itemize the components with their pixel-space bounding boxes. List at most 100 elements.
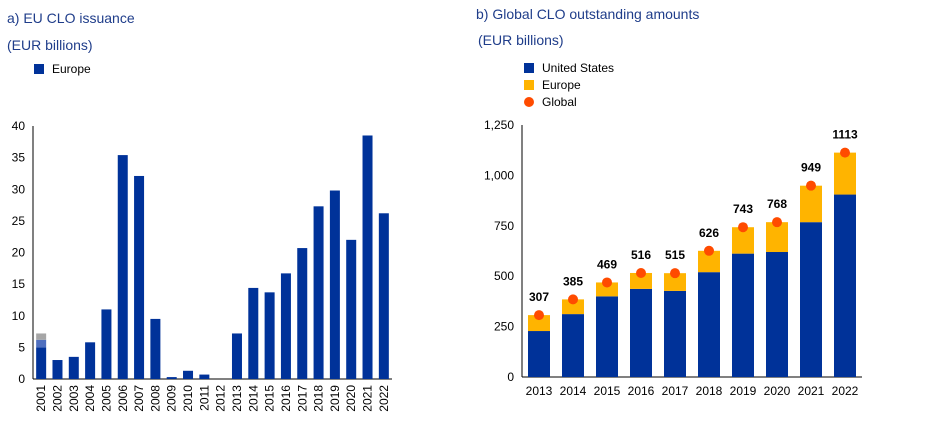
panel-a-bar-2017 (297, 248, 308, 379)
panel-b-data-label-2014: 385 (563, 274, 583, 288)
panel-a-bar-2001 (36, 347, 47, 379)
panel-b-data-label-2022: 1113 (832, 128, 858, 142)
panel-a-bar-2009 (166, 377, 177, 379)
panel-b-y-tick-label: 250 (494, 320, 514, 334)
panel-b-y-tick-label: 500 (494, 269, 514, 283)
legend-item-united-states: United States (524, 60, 614, 76)
panel-b-bar-europe-2019 (732, 227, 754, 254)
legend-swatch-europe (34, 64, 44, 74)
panel-b-y-tick-label: 1,250 (484, 118, 514, 132)
panel-b-legend: United States Europe Global (524, 60, 614, 111)
panel-b-data-label-2013: 307 (529, 290, 549, 304)
panel-a-bar-2020 (346, 239, 357, 379)
legend-label-europe: Europe (52, 62, 91, 76)
panel-b-bar-us-2018 (698, 272, 720, 377)
panel-b-subtitle: (EUR billions) (478, 32, 564, 48)
panel-a-x-tick-label: 2020 (344, 385, 358, 412)
panel-b-data-label-2021: 949 (801, 161, 821, 175)
panel-b-data-label-2019: 743 (733, 202, 753, 216)
panel-b-y-tick-label: 1,000 (484, 168, 514, 182)
panel-b-x-tick-label: 2020 (764, 384, 791, 398)
panel-b-global-point-2020 (772, 217, 782, 228)
panel-a-x-tick-label: 2012 (214, 385, 228, 412)
panel-a-bar-2001-extra-lightblue (36, 339, 47, 348)
legend-label-united-states: United States (542, 61, 615, 75)
panel-a-y-tick-label: 25 (12, 214, 26, 228)
panel-a-y-tick-label: 35 (12, 151, 26, 165)
panel-a-y-tick-label: 10 (12, 309, 26, 323)
panel-b-data-label-2016: 516 (631, 248, 651, 262)
panel-a-bar-2016 (280, 273, 291, 379)
panel-a-bar-2008 (150, 318, 161, 379)
panel-b-bar-europe-2018 (698, 250, 720, 273)
panel-a-bar-2022 (378, 213, 389, 379)
panel-a-bar-2019 (329, 190, 340, 379)
panel-a-x-tick-label: 2015 (263, 385, 277, 412)
panel-a-x-tick-label: 2009 (165, 385, 179, 412)
panel-a-bar-2004 (85, 342, 96, 379)
panel-b-global-point-2022 (840, 147, 850, 158)
panel-a-x-tick-label: 2005 (99, 385, 113, 412)
panel-a-bar-2018 (313, 206, 324, 379)
panel-b-x-tick-label: 2016 (628, 384, 655, 398)
panel-a-y-tick-label: 20 (12, 246, 26, 260)
legend-item-europe: Europe (34, 61, 91, 77)
panel-b-bar-europe-2017 (664, 273, 686, 291)
panel-b-bar-us-2015 (596, 296, 618, 377)
panel-b-bar-europe-2014 (562, 299, 584, 315)
panel-b-x-tick-label: 2021 (798, 384, 825, 398)
panel-b-bar-us-2013 (528, 331, 550, 377)
panel-b-global-point-2018 (704, 245, 714, 256)
panel-a-x-tick-label: 2007 (132, 385, 146, 412)
panel-a-bar-2011 (199, 374, 210, 379)
legend-swatch-europe-b (524, 80, 534, 90)
panel-a-title: a) EU CLO issuance (7, 10, 135, 26)
panel-b-data-label-2020: 768 (767, 197, 787, 211)
panel-b-bar-europe-2021 (800, 185, 822, 223)
panel-b-bar-us-2020 (766, 252, 788, 377)
panel-b-data-label-2015: 469 (597, 257, 617, 271)
panel-b-global-point-2013 (534, 310, 544, 321)
panel-a-x-tick-label: 2018 (312, 385, 326, 412)
panel-b-x-tick-label: 2018 (696, 384, 723, 398)
panel-b-bar-us-2016 (630, 288, 652, 377)
panel-a-bar-2021 (362, 135, 373, 379)
panel-b-x-tick-label: 2013 (526, 384, 553, 398)
panel-a-x-tick-label: 2014 (246, 385, 260, 412)
panel-b-x-tick-label: 2014 (560, 384, 587, 398)
panel-a-x-tick-label: 2008 (148, 385, 162, 412)
panel-a-bar-2003 (68, 356, 79, 379)
panel-b-x-tick-label: 2019 (730, 384, 757, 398)
legend-swatch-united-states (524, 63, 534, 73)
panel-a-x-tick-label: 2006 (116, 385, 130, 412)
panel-a-y-tick-label: 30 (12, 182, 26, 196)
legend-item-global: Global (524, 94, 614, 110)
panel-a-bar-2014 (248, 287, 259, 379)
panel-b-y-tick-label: 0 (507, 370, 514, 384)
panel-a-bar-2013 (231, 333, 242, 379)
panel-b-bar-us-2021 (800, 222, 822, 377)
panel-a-x-tick-label: 2003 (67, 385, 81, 412)
panel-a-y-tick-label: 5 (18, 340, 25, 354)
panel-a-y-tick-label: 0 (18, 372, 25, 386)
panel-a-subtitle: (EUR billions) (7, 37, 93, 53)
legend-dot-global (524, 97, 534, 107)
panel-a-y-tick-label: 15 (12, 277, 26, 291)
panel-b-bar-europe-2020 (766, 222, 788, 253)
panel-b-title: b) Global CLO outstanding amounts (476, 6, 700, 22)
panel-b-bar-europe-2015 (596, 282, 618, 297)
panel-a-x-tick-label: 2002 (50, 385, 64, 412)
panel-b-x-tick-label: 2017 (662, 384, 689, 398)
panel-a-x-tick-label: 2019 (328, 385, 342, 412)
panel-b-data-label-2018: 626 (699, 226, 719, 240)
panel-a-x-tick-label: 2011 (197, 385, 211, 411)
legend-item-europe-b: Europe (524, 77, 614, 93)
panel-b-data-label-2017: 515 (665, 248, 685, 262)
panel-b-bar-europe-2022 (834, 152, 856, 195)
panel-b-global-point-2014 (568, 294, 578, 305)
panel-a-bar-2010 (183, 370, 194, 379)
panel-b-bar-europe-2013 (528, 315, 550, 332)
legend-label-global: Global (542, 95, 577, 109)
panel-a-legend: Europe (34, 61, 91, 78)
